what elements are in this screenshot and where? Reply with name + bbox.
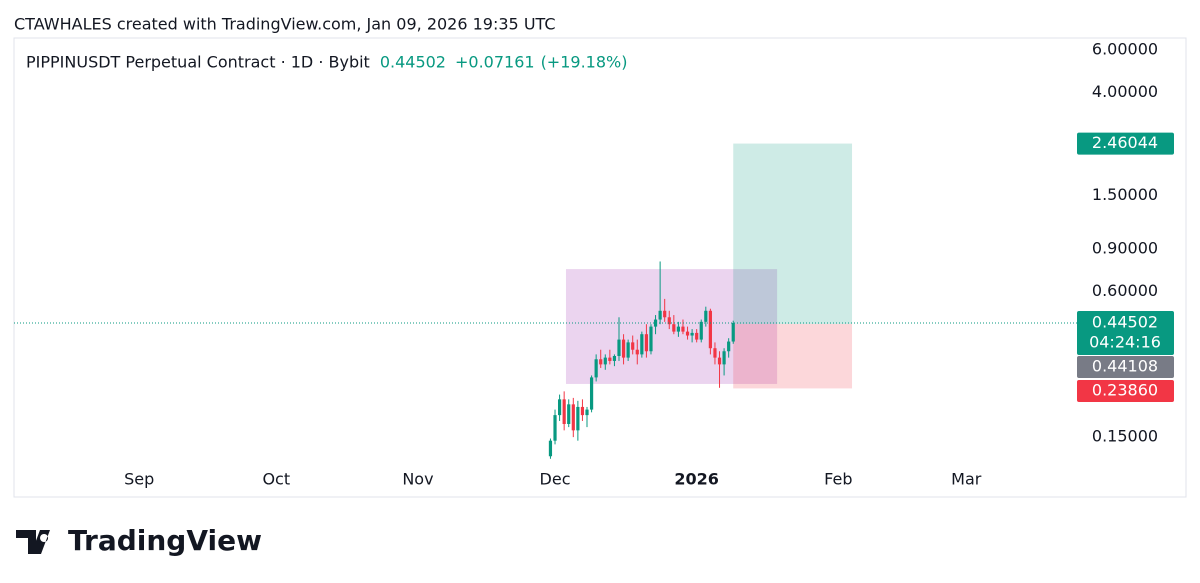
stop-label: 0.23860 — [1092, 381, 1158, 400]
x-tick-label: Sep — [124, 470, 154, 489]
candle-body — [557, 399, 562, 416]
candle-body — [640, 334, 644, 355]
y-tick-label: 0.60000 — [1092, 281, 1158, 300]
x-tick-label: Dec — [540, 470, 571, 489]
candle-body — [562, 399, 566, 424]
entry-label-box — [1077, 356, 1174, 379]
candle-body — [722, 351, 726, 365]
candle-body — [571, 404, 575, 431]
candle-body — [658, 310, 662, 320]
plot — [14, 143, 1077, 459]
candle-body — [667, 317, 671, 325]
attribution: CTAWHALES created with TradingView.com, … — [14, 15, 556, 34]
candle-body — [717, 357, 722, 365]
candle-body — [603, 357, 607, 365]
last-price-box — [1077, 311, 1174, 356]
candle-body — [567, 404, 571, 424]
entry-label: 0.44108 — [1092, 357, 1158, 376]
y-tick-label: 0.15000 — [1092, 427, 1158, 446]
header-change-percent: (+19.18%) — [541, 53, 628, 72]
logo: TradingView — [16, 524, 262, 557]
target-label: 2.46044 — [1092, 133, 1158, 152]
candle-body — [653, 319, 658, 327]
candle-body — [548, 440, 553, 457]
x-tick-label: Mar — [951, 470, 982, 489]
candle-body — [585, 409, 589, 416]
candle-body — [685, 331, 690, 336]
candle-body — [580, 406, 585, 416]
candle-body — [699, 321, 703, 340]
candle-body — [704, 310, 708, 322]
candle-body — [708, 310, 712, 349]
candle-body — [576, 406, 580, 431]
stop-zone — [733, 323, 853, 389]
candle-body — [621, 339, 626, 358]
candle-body — [672, 324, 676, 332]
x-tick-label: 2026 — [674, 470, 719, 489]
candle-body — [626, 342, 630, 358]
candle-body — [644, 334, 649, 352]
chart-title: PIPPINUSDT Perpetual Contract · 1D · Byb… — [26, 53, 370, 72]
candle-body — [589, 377, 594, 410]
candle-body — [617, 339, 621, 356]
last-price-label: 0.44502 — [1092, 313, 1158, 332]
chart-frame — [13, 37, 1187, 498]
x-tick-label: Nov — [402, 470, 433, 489]
candle-body — [690, 332, 694, 336]
candle-body — [649, 326, 653, 352]
candle-body — [631, 342, 635, 350]
candle-body — [608, 357, 612, 361]
candle-body — [731, 323, 735, 342]
header-change: +0.07161 — [455, 53, 535, 72]
y-tick-label: 0.90000 — [1092, 239, 1158, 258]
y-tick-label: 1.50000 — [1092, 185, 1158, 204]
candle-body — [612, 355, 617, 361]
stop-label-box — [1077, 380, 1174, 403]
y-tick-label: 4.00000 — [1092, 82, 1158, 101]
candle-body — [594, 359, 598, 378]
x-tick-label: Oct — [262, 470, 290, 489]
candle-body — [695, 332, 699, 340]
candle-body — [635, 349, 639, 355]
x-tick-label: Feb — [824, 470, 852, 489]
candle-body — [599, 359, 603, 365]
countdown: 04:24:16 — [1089, 333, 1161, 352]
candle-body — [676, 326, 680, 332]
target-zone — [733, 143, 853, 324]
candle-body — [713, 348, 717, 358]
candle-body — [681, 326, 685, 332]
logo-icon — [16, 530, 50, 554]
candle-body — [553, 415, 557, 441]
header-price: 0.44502 — [380, 53, 446, 72]
candle-body — [727, 341, 731, 352]
candle-body — [663, 310, 667, 318]
logo-text: TradingView — [68, 524, 262, 557]
y-tick-label: 6.00000 — [1092, 40, 1158, 59]
target-label-box — [1077, 132, 1174, 155]
